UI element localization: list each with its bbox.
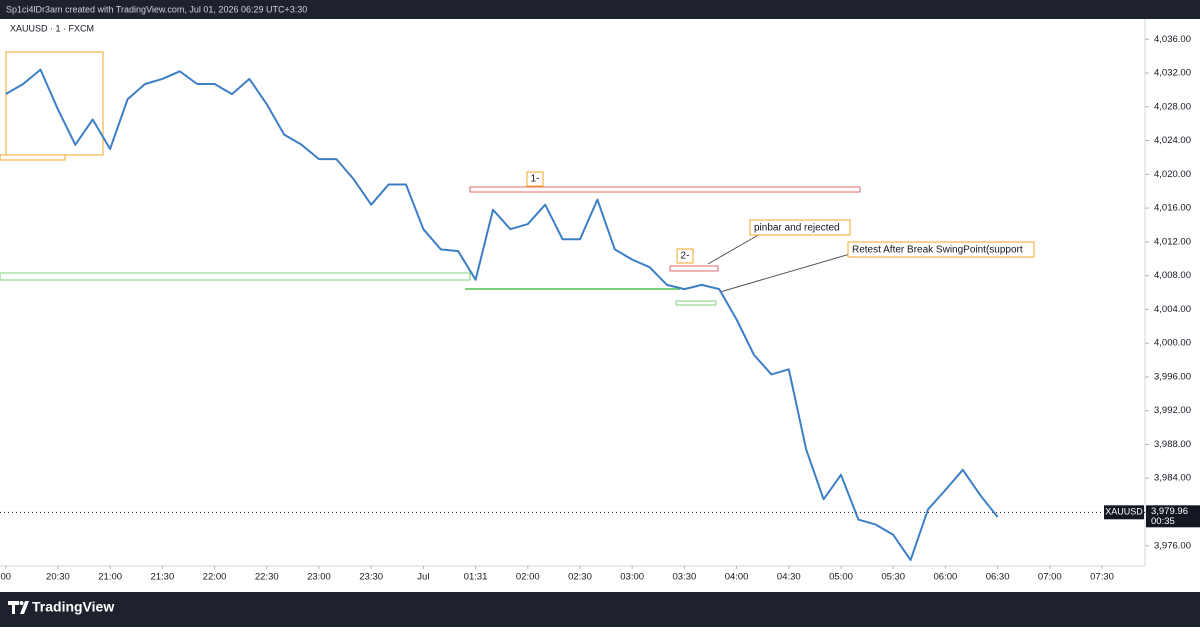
price-tag-value: 3,979.96 [1151,506,1188,517]
y-tick-label: 3,988.00 [1154,439,1191,450]
symbol-legend: XAUUSD · 1 · FXCM [10,23,94,33]
x-tick-label: 00 [0,572,11,583]
price-tag [1104,505,1144,520]
x-tick-label: 21:30 [150,572,174,583]
y-tick-label: 3,976.00 [1154,540,1191,551]
y-tick-label: 4,020.00 [1154,169,1191,180]
annotation-arrow [719,253,851,293]
x-tick-label: Jul [417,572,429,583]
x-tick-label: 07:00 [1038,572,1062,583]
y-tick-label: 4,008.00 [1154,270,1191,281]
annotation-label: 2- [681,251,690,262]
annotation-label: Retest After Break SwingPoint(support [852,245,1023,256]
x-tick-label: 06:30 [986,572,1010,583]
x-tick-label: 21:00 [98,572,122,583]
brand-logo [8,601,29,614]
y-tick-label: 4,000.00 [1154,338,1191,349]
price-tag [1146,505,1200,528]
x-tick-label: 04:00 [725,572,749,583]
annotation-label-box [676,248,694,264]
y-tick-label: 4,028.00 [1154,101,1191,112]
x-tick-label: 20:30 [46,572,70,583]
price-line [5,68,999,562]
annotation-zone [675,300,717,306]
x-tick-label: 23:30 [359,572,383,583]
x-tick-label: 05:30 [881,572,905,583]
annotation-label-box [847,241,1035,258]
x-tick-label: 05:00 [829,572,853,583]
y-tick-label: 4,004.00 [1154,304,1191,315]
x-tick-label: 04:30 [777,572,801,583]
annotation-label: 1- [531,174,540,185]
y-tick-label: 4,032.00 [1154,68,1191,79]
footer-bar [0,592,1200,627]
annotation-label-box [749,219,851,236]
x-tick-label: 03:00 [620,572,644,583]
annotation-label-box [526,171,544,187]
y-tick-label: 3,984.00 [1154,473,1191,484]
x-tick-label: 02:00 [516,572,540,583]
y-tick-label: 4,012.00 [1154,236,1191,247]
x-tick-label: 01:31 [464,572,488,583]
y-tick-label: 3,992.00 [1154,405,1191,416]
annotation-zone [469,186,861,193]
y-tick-label: 4,036.00 [1154,34,1191,45]
x-tick-label: 23:00 [307,572,331,583]
annotation-box [0,154,66,161]
y-tick-label: 4,016.00 [1154,203,1191,214]
annotation-zone [0,272,471,281]
x-tick-label: 22:00 [203,572,227,583]
x-tick-label: 02:30 [568,572,592,583]
header-bar [0,0,1200,19]
price-tag-countdown: 00:35 [1151,516,1175,527]
x-tick-label: 03:30 [672,572,696,583]
x-tick-label: 22:30 [255,572,279,583]
brand-name: TradingView [32,599,114,615]
annotation-label: pinbar and rejected [754,223,840,234]
annotation-arrow [707,233,761,265]
annotation-zone [669,265,719,272]
y-tick-label: 4,024.00 [1154,135,1191,146]
x-tick-label: 06:00 [934,572,958,583]
header-text: Sp1ci4lDr3am created with TradingView.co… [6,4,307,14]
price-tag-symbol: XAUUSD [1105,507,1143,517]
y-tick-label: 3,996.00 [1154,371,1191,382]
x-tick-label: 07:30 [1090,572,1114,583]
